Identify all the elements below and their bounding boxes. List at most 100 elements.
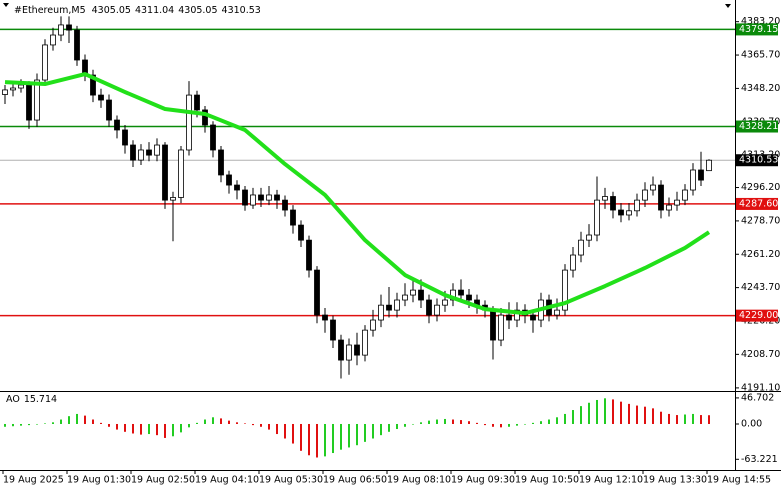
candle-body [138, 149, 144, 161]
ao-bar [284, 423, 286, 439]
ao-bar [420, 422, 422, 424]
ao-bar [172, 423, 174, 437]
ao-bar [404, 423, 406, 427]
ao-bar [20, 423, 22, 426]
candle-body [298, 224, 304, 241]
ao-bar [212, 417, 214, 424]
candle-body [74, 29, 80, 61]
x-tick-label: 19 Aug 10:50 [515, 475, 579, 486]
candle-body [698, 169, 704, 181]
ao-bar [396, 423, 398, 430]
y-tick-label: 4208.70 [741, 349, 780, 360]
x-tick-label: 19 Aug 05:30 [259, 475, 323, 486]
candle-body [50, 34, 56, 46]
ao-bar [444, 418, 446, 424]
x-tick-label: 19 Aug 04:10 [195, 475, 259, 486]
candle-body [306, 239, 312, 271]
candle-body [130, 144, 136, 161]
candle-body [98, 94, 104, 101]
candle-body [66, 24, 72, 31]
ao-bar [140, 423, 142, 435]
ao-bar [148, 423, 150, 435]
ao-bar [692, 413, 694, 424]
y-tick-label: 4191.10 [741, 382, 780, 393]
candle-body [418, 289, 424, 301]
current-price-label: 4310.53 [739, 155, 778, 166]
candle-body [706, 159, 712, 172]
candle-body [514, 309, 520, 321]
ao-bar [60, 419, 62, 424]
candle-body [274, 194, 280, 201]
candle-body [666, 204, 672, 211]
ao-bar [196, 422, 198, 424]
ao-bar [188, 423, 190, 428]
ao-bar [228, 420, 230, 424]
ao-bar [476, 422, 478, 424]
moving-average [4, 72, 711, 316]
candle-body [442, 299, 448, 306]
ao-bar [548, 419, 550, 424]
x-tick-label: 19 Aug 01:30 [67, 475, 131, 486]
ao-bar [708, 415, 710, 424]
level-label: 4379.15 [739, 24, 778, 35]
candle-body [202, 109, 208, 126]
ao-bar [652, 408, 654, 424]
candle-body [154, 144, 160, 156]
ao-bar [532, 422, 534, 424]
high: 4311.04 [135, 5, 174, 16]
y-tick-label: 4365.70 [741, 50, 780, 61]
candle-body [498, 314, 504, 341]
ao-bar [620, 401, 622, 424]
ao-tick-label: 46.702 [741, 392, 774, 403]
x-tick-label: 19 Aug 02:50 [131, 475, 195, 486]
candle-body [626, 210, 632, 216]
ao-bar [700, 415, 702, 424]
candle-body [458, 289, 464, 296]
ao-bar [452, 419, 454, 424]
symbol: #Ethereum,M5 [14, 5, 86, 16]
candle-body [634, 199, 640, 212]
ao-bar [604, 398, 606, 424]
candle-body [490, 309, 496, 341]
candle-body [2, 89, 8, 95]
candle-body [146, 149, 152, 156]
candle-body [178, 149, 184, 198]
candle-body [194, 94, 200, 111]
candle-body [642, 189, 648, 201]
scroll-marker [725, 4, 731, 8]
level-label: 4287.60 [739, 198, 778, 209]
candle-body [562, 269, 568, 311]
candle-body [682, 189, 688, 201]
candle-body [170, 197, 176, 201]
candle-body [594, 199, 600, 236]
candle-body [258, 194, 264, 201]
ao-bar [300, 423, 302, 451]
ao-bar [220, 418, 222, 424]
candle-body [386, 304, 392, 311]
candle-body [26, 84, 32, 121]
candle-body [10, 87, 16, 91]
x-tick-label: 19 Aug 12:10 [579, 475, 643, 486]
level-tag [736, 197, 778, 210]
level-tag [736, 309, 778, 322]
candle-body [346, 344, 352, 361]
candle-body [658, 184, 664, 211]
ao-bar [164, 423, 166, 438]
ao-bar [52, 422, 54, 424]
ao-bar [244, 423, 246, 424]
level-tag [736, 23, 778, 36]
candle-body [18, 84, 24, 89]
ao-bar [84, 415, 86, 424]
candle-body [610, 196, 616, 211]
candle-body [426, 299, 432, 316]
ao-bar [324, 423, 326, 457]
candle-body [434, 304, 440, 316]
ao-bar [412, 423, 414, 425]
x-tick-label: 19 Aug 13:30 [643, 475, 707, 486]
candle-body [314, 269, 320, 316]
ao-bar [636, 405, 638, 424]
y-tick-label: 4348.20 [741, 83, 780, 94]
ao-bar [44, 423, 46, 424]
y-tick-label: 4383.20 [741, 16, 780, 27]
